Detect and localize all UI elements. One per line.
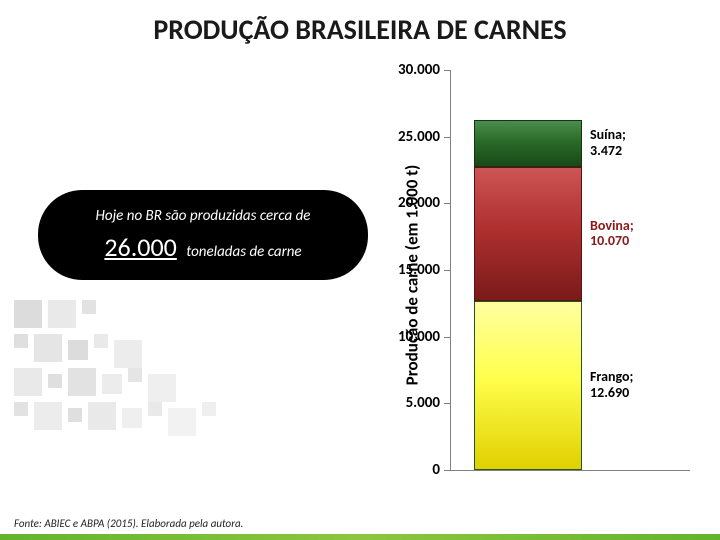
- y-tick-label: 30.000: [380, 61, 440, 79]
- page-title: PRODUÇÃO BRASILEIRA DE CARNES: [0, 12, 720, 47]
- y-tick-label: 25.000: [380, 128, 440, 146]
- y-tick-mark: [444, 403, 450, 404]
- y-tick-label: 5.000: [380, 394, 440, 412]
- y-tick-label: 10.000: [380, 328, 440, 346]
- y-tick-label: 20.000: [380, 194, 440, 212]
- y-tick-label: 0: [380, 461, 440, 479]
- y-tick-mark: [444, 203, 450, 204]
- data-label-bovina: Bovina;10.070: [590, 218, 634, 249]
- y-tick-mark: [444, 137, 450, 138]
- data-label-frango: Frango;12.690: [590, 369, 633, 400]
- y-tick-mark: [444, 70, 450, 71]
- source-citation: Fonte: ABIEC e ABPA (2015). Elaborada pe…: [14, 517, 243, 530]
- bottom-accent-bar: [0, 534, 720, 540]
- y-tick-label: 15.000: [380, 261, 440, 279]
- callout-big-number: 26.000: [104, 231, 176, 263]
- y-tick-mark: [444, 337, 450, 338]
- callout-line2: 26.000 toneladas de carne: [104, 231, 301, 263]
- y-axis-line: [450, 70, 451, 470]
- y-tick-mark: [444, 470, 450, 471]
- plot-area: 05.00010.00015.00020.00025.00030.000Fran…: [450, 60, 690, 480]
- bar-segment-bovina: [474, 167, 582, 301]
- bar-segment-suína: [474, 120, 582, 166]
- x-axis-line: [450, 470, 690, 471]
- callout-box: Hoje no BR são produzidas cerca de 26.00…: [38, 190, 368, 280]
- callout-line1: Hoje no BR são produzidas cerca de: [96, 207, 311, 225]
- callout-line2-rest: toneladas de carne: [186, 243, 301, 261]
- bar-segment-frango: [474, 301, 582, 470]
- data-label-suína: Suína;3.472: [590, 127, 626, 158]
- y-tick-mark: [444, 270, 450, 271]
- background-squares: [14, 300, 254, 500]
- meat-production-chart: Produção de carne (em 1.000 t) 05.00010.…: [430, 60, 710, 490]
